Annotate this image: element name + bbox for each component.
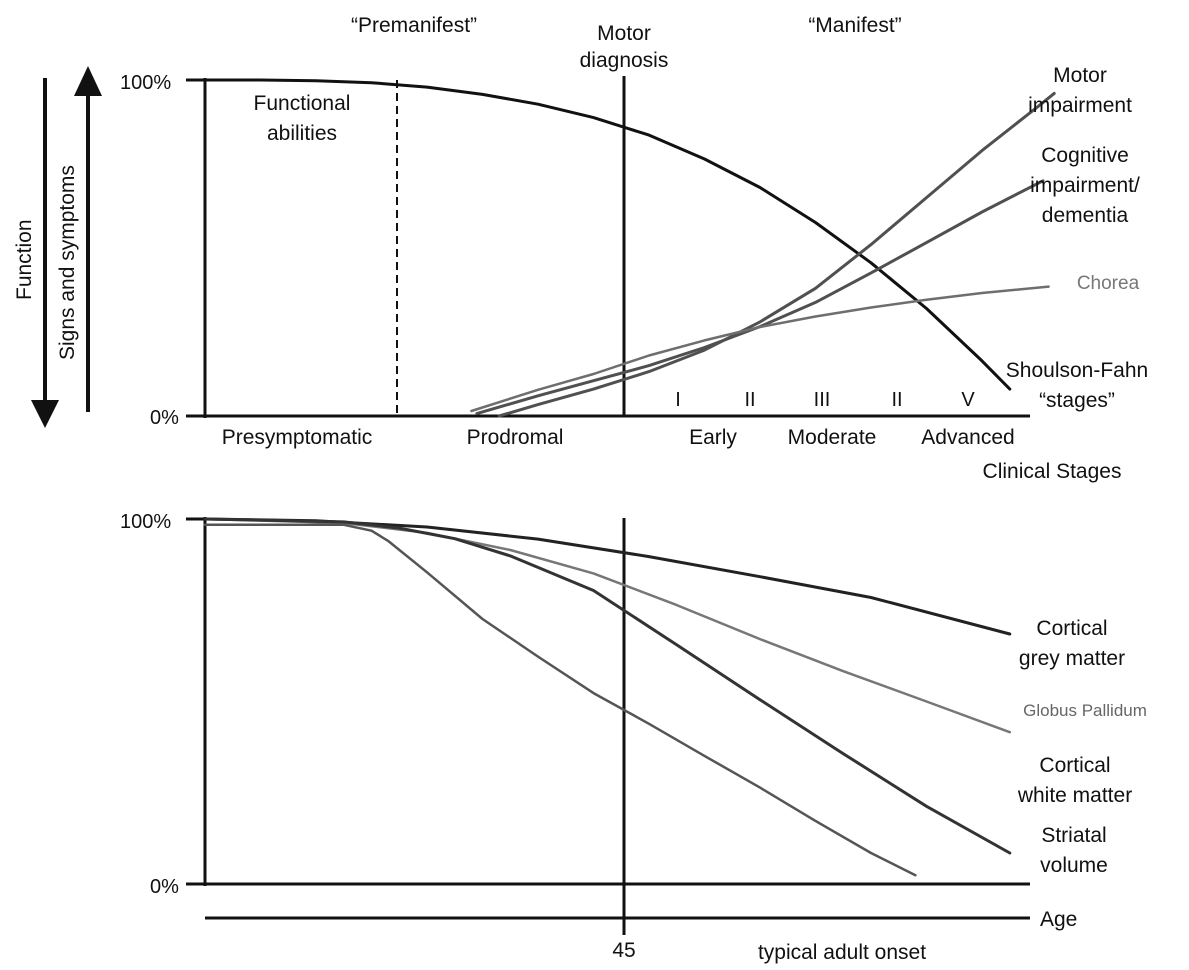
series-label-striatal-volume-line2: volume [1040,854,1108,877]
motor-diagnosis-label-line2: diagnosis [580,49,669,72]
series-label-cortical-grey-matter-line2: grey matter [1019,647,1125,670]
age-axis-label: Age [1040,908,1077,931]
symptoms-axis-label: Signs and symptoms [56,165,79,360]
shoulson-fahn-stage-5: V [961,389,975,411]
shoulson-fahn-stage-2: II [744,389,755,411]
shoulson-fahn-label-line1: Shoulson-Fahn [1006,359,1148,382]
bottom-y-100-label: 100% [120,511,171,533]
clinical-stage-advanced: Advanced [921,426,1014,449]
series-line-motor-impairment [497,91,1056,418]
shoulson-fahn-stage-1: I [675,389,681,411]
series-line-chorea [470,285,1050,413]
series-label-motor-impairment-line1: Motor [1053,64,1107,87]
series-line-cortical-white-matter [203,517,1012,855]
function-axis-label: Function [13,219,36,300]
clinical-stage-early: Early [689,426,737,449]
bottom-series-group [203,517,1012,877]
series-label-cognitive-impairment-dementia-line2: impairment/ [1030,174,1140,197]
series-line-cortical-grey-matter [203,517,1012,636]
top-panel: Function Signs and symptoms 100% 0% “Pre… [13,14,1148,483]
series-line-cognitive-impairment-dementia [475,179,1045,416]
top-y-0-label: 0% [150,407,179,429]
series-line-striatal-volume [203,523,917,877]
series-label-cognitive-impairment-dementia-line1: Cognitive [1041,144,1129,167]
shoulson-fahn-stage-numerals: I II III II V [675,389,975,411]
series-label-globus-pallidum-line1: Globus Pallidum [1023,701,1147,720]
functional-abilities-label-line2: abilities [267,122,337,145]
series-line-functional-abilities [203,78,1012,391]
onset-caption: typical adult onset [758,941,926,964]
motor-diagnosis-label-line1: Motor [597,22,651,45]
top-y-100-label: 100% [120,72,171,94]
series-label-striatal-volume-line1: Striatal [1041,824,1106,847]
shoulson-fahn-label-line2: “stages” [1039,389,1115,412]
clinical-stages-title: Clinical Stages [983,460,1122,483]
shoulson-fahn-stage-4: II [891,389,902,411]
clinical-stage-presymptomatic: Presymptomatic [222,426,373,449]
bottom-y-0-label: 0% [150,876,179,898]
top-series-group [203,78,1056,418]
bottom-panel: 100% 0% Age 45 typical adult onset Corti… [120,511,1147,964]
clinical-stage-prodromal: Prodromal [467,426,564,449]
top-series-labels: Motor impairment Cognitive impairment/demen… [1028,64,1140,294]
series-label-motor-impairment-line2: impairment [1028,94,1132,117]
series-label-cognitive-impairment-dementia-line3: dementia [1042,204,1129,227]
clinical-stage-labels: Presymptomatic Prodromal Early Moderate Adva… [222,426,1015,449]
series-label-cortical-white-matter-line2: white matter [1017,784,1132,807]
symptoms-up-arrow [74,66,102,412]
manifest-label: “Manifest” [808,14,901,37]
function-down-arrow [31,78,59,428]
bottom-series-labels: Cortical grey matter Globus Pallidum Cortic… [1017,617,1147,877]
functional-abilities-label-line1: Functional [254,92,351,115]
onset-age-label: 45 [612,939,635,962]
premanifest-label: “Premanifest” [351,14,477,37]
shoulson-fahn-stage-3: III [814,389,831,411]
series-label-cortical-grey-matter-line1: Cortical [1036,617,1107,640]
clinical-stage-moderate: Moderate [788,426,877,449]
series-label-cortical-white-matter-line1: Cortical [1039,754,1110,777]
series-label-chorea-line1: Chorea [1077,273,1140,294]
